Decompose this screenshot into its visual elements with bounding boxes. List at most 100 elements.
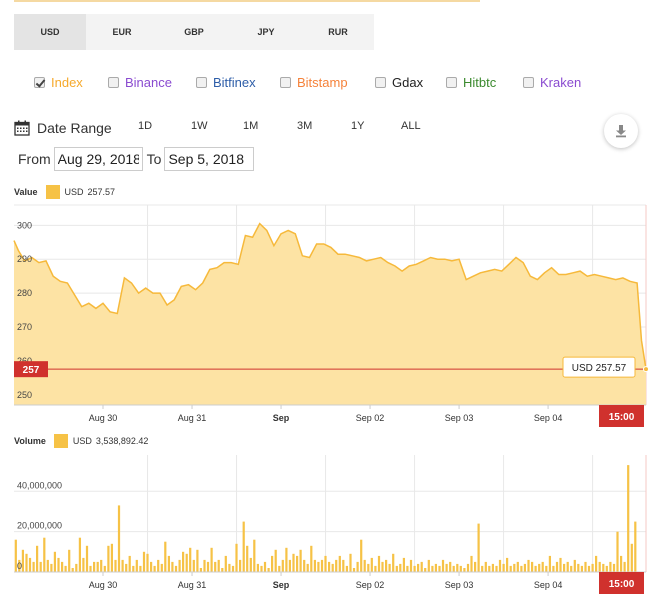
exchange-filter-kraken[interactable]: Kraken <box>523 72 581 92</box>
volume-bar <box>189 547 192 572</box>
checkbox-icon[interactable] <box>280 76 291 88</box>
range-1w-button[interactable]: 1W <box>191 120 208 132</box>
exchange-filter-index[interactable]: Index <box>34 72 83 92</box>
exchange-filter-gdax[interactable]: Gdax <box>375 72 423 92</box>
volume-bar <box>89 565 92 572</box>
range-1d-button[interactable]: 1D <box>138 120 153 132</box>
volume-bar <box>217 559 220 572</box>
currency-tab-eur[interactable]: EUR <box>112 27 132 37</box>
volume-bar <box>523 563 527 572</box>
volume-bar <box>103 565 106 572</box>
currency-tab-rur[interactable]: RUR <box>328 27 348 37</box>
volume-bar <box>406 565 409 572</box>
exchange-filter-bitstamp[interactable]: Bitstamp <box>280 72 348 92</box>
range-3m-button[interactable]: 3M <box>297 120 313 132</box>
volume-bar <box>598 561 601 572</box>
volume-bar <box>363 559 366 572</box>
exchange-label: Gdax <box>392 74 424 90</box>
volume-bar <box>292 553 295 572</box>
price-x-tick-label: Sep 04 <box>534 413 563 423</box>
price-x-tick-label: Sep 02 <box>356 413 385 423</box>
volume-bar <box>566 561 569 572</box>
volume-bar <box>481 565 484 572</box>
price-y-tick-label: 250 <box>17 390 32 400</box>
exchange-filter-hitbtc[interactable]: Hitbtc <box>446 72 496 92</box>
price-y-tick-label: 270 <box>17 322 32 332</box>
volume-bar <box>28 557 32 572</box>
volume-y-tick-label: 20,000,000 <box>17 521 62 531</box>
volume-bar <box>157 559 160 572</box>
price-x-tick-label: Sep <box>273 413 290 423</box>
currency-tab-jpy[interactable]: JPY <box>257 27 275 37</box>
checkbox-icon[interactable] <box>108 76 119 88</box>
volume-bar <box>199 568 203 572</box>
exchange-filter-bitfinex[interactable]: Bitfinex <box>196 72 256 92</box>
volume-x-tick-label: Sep 03 <box>445 580 474 590</box>
volume-bar <box>545 565 548 572</box>
price-time-badge <box>599 405 644 427</box>
volume-bar <box>506 557 509 572</box>
currency-tab-gbp[interactable]: GBP <box>184 27 204 37</box>
volume-bar <box>317 561 320 572</box>
range-all-button[interactable]: ALL <box>401 120 421 132</box>
range-1m-button[interactable]: 1M <box>243 120 259 132</box>
volume-bar <box>587 565 591 572</box>
volume-bar <box>491 563 495 572</box>
volume-bar <box>146 553 149 572</box>
volume-bar <box>470 555 473 572</box>
volume-bar <box>224 555 227 572</box>
volume-bar <box>306 563 309 572</box>
volume-bar <box>548 555 552 572</box>
volume-bar <box>221 568 224 572</box>
checkbox-icon[interactable] <box>446 76 457 88</box>
volume-bar <box>256 563 260 572</box>
volume-bar <box>153 565 156 572</box>
volume-x-tick-label: Sep 04 <box>534 580 563 590</box>
price-tooltip <box>562 356 636 378</box>
volume-bar <box>203 559 206 572</box>
from-label: From <box>18 151 51 167</box>
value-legend-swatch[interactable] <box>45 185 60 199</box>
to-date-input[interactable] <box>164 147 255 171</box>
volume-bar <box>413 565 416 572</box>
value-legend-series: USD <box>64 187 84 197</box>
checkbox-icon[interactable] <box>375 76 386 88</box>
volume-bar <box>228 563 231 572</box>
exchange-filter-binance[interactable]: Binance <box>108 72 172 92</box>
currency-tabs: USD EUR GBP JPY RUR <box>14 14 374 50</box>
download-button[interactable] <box>604 114 638 148</box>
checkbox-icon[interactable] <box>34 76 45 88</box>
volume-bar <box>563 563 566 572</box>
volume-bar <box>449 561 452 572</box>
volume-bar <box>320 559 324 572</box>
volume-bar <box>634 521 637 572</box>
volume-legend-value: 3,538,892.42 <box>95 436 149 446</box>
volume-bar <box>349 553 352 572</box>
range-1y-button[interactable]: 1Y <box>351 120 365 132</box>
volume-bar <box>100 559 103 572</box>
volume-bar <box>107 545 110 572</box>
volume-legend: Volume USD 3,538,892.42 <box>14 433 148 449</box>
volume-bar <box>434 563 438 572</box>
volume-bar <box>570 565 573 572</box>
volume-bar <box>196 549 199 572</box>
currency-tab-usd[interactable]: USD <box>14 14 86 50</box>
volume-bar <box>71 568 74 572</box>
volume-bar <box>328 561 331 572</box>
date-range-header: Date Range <box>14 118 112 138</box>
volume-legend-swatch[interactable] <box>53 434 68 448</box>
volume-bar <box>206 561 210 572</box>
price-x-tick-label: Aug 30 <box>89 413 118 423</box>
volume-bar <box>260 565 263 572</box>
checkbox-icon[interactable] <box>196 76 207 88</box>
volume-bar <box>132 565 135 572</box>
volume-bar <box>210 547 213 572</box>
volume-legend-title: Volume <box>14 436 46 446</box>
price-y-tick-label: 300 <box>17 220 32 230</box>
from-date-input[interactable] <box>53 147 143 171</box>
volume-bar <box>114 559 117 572</box>
volume-bar <box>367 563 370 572</box>
checkbox-icon[interactable] <box>523 76 534 88</box>
volume-bar <box>527 559 530 572</box>
